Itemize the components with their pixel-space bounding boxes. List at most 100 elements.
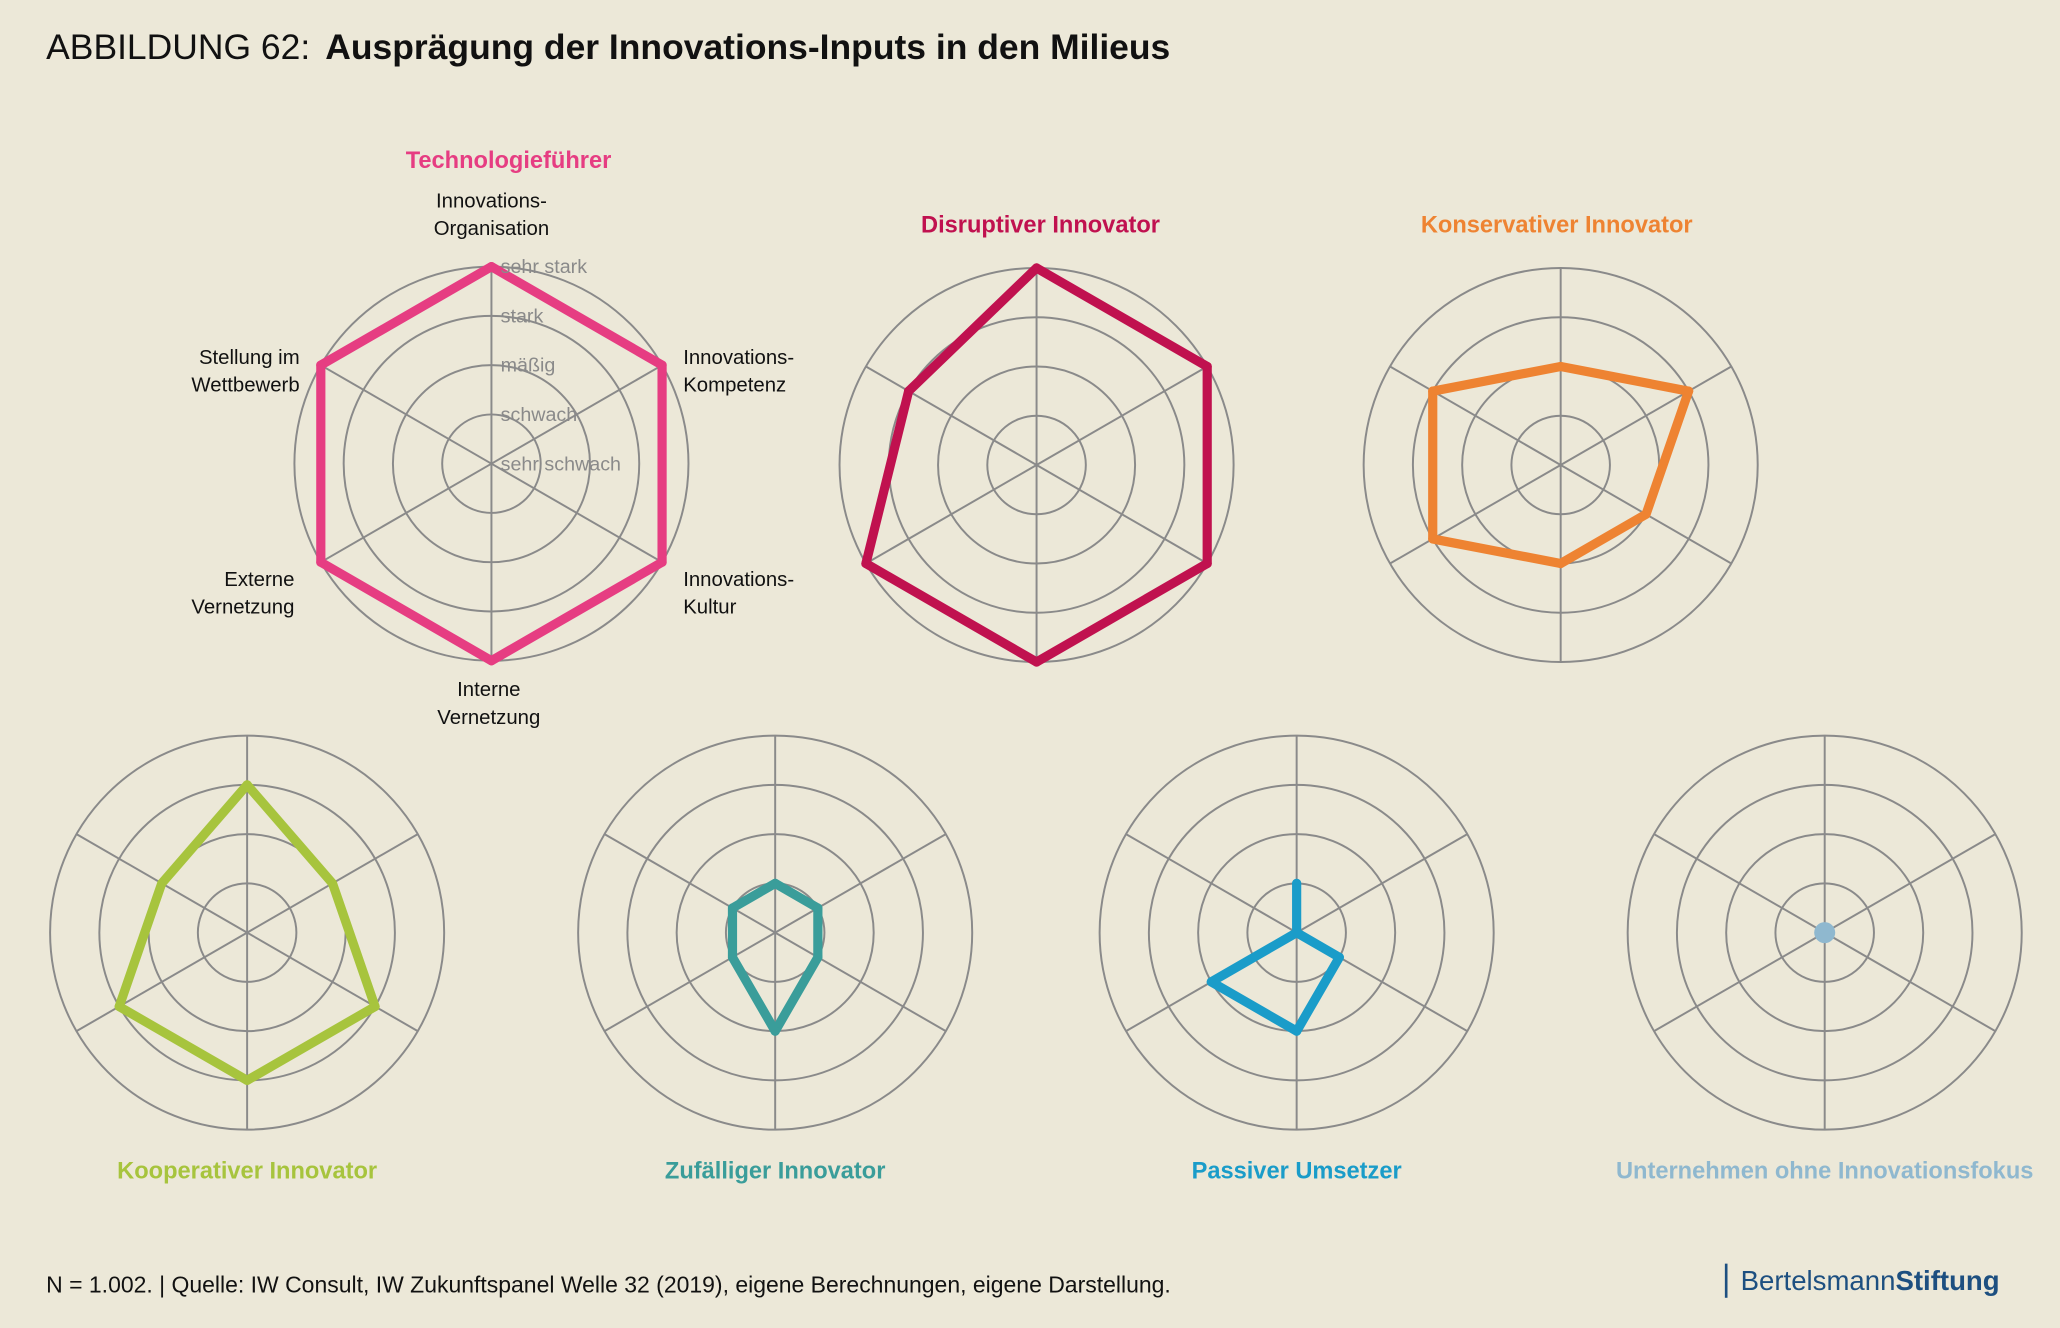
axis-spoke bbox=[1296, 833, 1468, 934]
axis-spoke bbox=[774, 931, 947, 1032]
axis-spoke bbox=[320, 462, 492, 564]
level-label: sehr schwach bbox=[501, 453, 621, 475]
axis-label: Organisation bbox=[434, 218, 549, 240]
data-point bbox=[486, 262, 497, 272]
axis-spoke bbox=[604, 931, 776, 1032]
logo-light-text: Bertelsmann bbox=[1741, 1265, 1896, 1296]
data-point bbox=[1334, 952, 1344, 962]
radar-chart-1: Technologieführer sehr schwach schwach mäßi… bbox=[191, 148, 794, 729]
chart-title: Konservativer Innovator bbox=[1421, 212, 1693, 238]
data-point bbox=[1206, 977, 1216, 987]
axis-spoke bbox=[1389, 365, 1562, 466]
data-point bbox=[1292, 878, 1302, 888]
data-point bbox=[727, 903, 738, 913]
axis-spoke bbox=[1653, 931, 1826, 1032]
level-label: schwach bbox=[501, 404, 578, 426]
axis-spoke bbox=[1824, 931, 1996, 1032]
data-point bbox=[114, 1001, 124, 1012]
axis-spoke bbox=[75, 931, 248, 1032]
radar-chart-3: Konservativer Innovator bbox=[1362, 212, 1759, 664]
data-point bbox=[1292, 928, 1302, 938]
axis-label: Vernetzung bbox=[437, 707, 540, 729]
axis-label: Wettbewerb bbox=[191, 374, 299, 396]
axis-spoke bbox=[490, 364, 663, 465]
axis-spoke bbox=[1389, 464, 1562, 565]
data-point bbox=[813, 952, 823, 962]
figure-heading: Ausprägung der Innovations-Inputs in den… bbox=[325, 27, 1170, 67]
data-point bbox=[1556, 558, 1566, 569]
data-point bbox=[242, 1075, 252, 1085]
axis-label: Innovations- bbox=[683, 569, 794, 591]
axis-label: Externe bbox=[224, 569, 294, 591]
data-point-center bbox=[1814, 922, 1836, 944]
data-point bbox=[1684, 386, 1694, 396]
axis-spoke bbox=[320, 364, 492, 465]
data-point bbox=[657, 557, 667, 567]
axis-spoke bbox=[604, 833, 776, 934]
axis-spoke bbox=[1036, 464, 1208, 565]
axis-spoke bbox=[1560, 365, 1732, 466]
data-point bbox=[903, 386, 914, 396]
data-point bbox=[1428, 386, 1438, 396]
data-point bbox=[1292, 1026, 1302, 1036]
axis-label: Vernetzung bbox=[191, 596, 294, 618]
axis-label: Innovations- bbox=[683, 347, 794, 369]
chart-title: Disruptiver Innovator bbox=[921, 212, 1160, 238]
data-point bbox=[486, 656, 497, 666]
data-point bbox=[813, 903, 823, 913]
data-point bbox=[770, 1026, 780, 1036]
axis-spoke bbox=[246, 931, 419, 1032]
data-point bbox=[1428, 534, 1438, 544]
radar-charts: Technologieführer sehr schwach schwach mäßi… bbox=[49, 148, 2033, 1184]
data-point bbox=[657, 360, 667, 370]
bertelsmann-logo: BertelsmannStiftung bbox=[1741, 1265, 2000, 1296]
data-point bbox=[770, 878, 780, 888]
axis-spoke bbox=[1125, 833, 1298, 934]
data-point bbox=[1202, 558, 1212, 569]
data-point bbox=[1031, 657, 1042, 667]
level-label: mäßig bbox=[501, 355, 556, 377]
radar-chart-2: Disruptiver Innovator bbox=[838, 212, 1235, 667]
figure-number: ABBILDUNG 62: bbox=[46, 27, 310, 67]
radar-chart-7: Unternehmen ohne Innovationsfokus bbox=[1616, 734, 2033, 1184]
data-point bbox=[1202, 361, 1212, 372]
chart-title: Unternehmen ohne Innovationsfokus bbox=[1616, 1158, 2033, 1184]
axis-spoke bbox=[865, 365, 1038, 466]
radar-chart-4: Kooperativer Innovator bbox=[49, 734, 446, 1184]
axis-label: Innovations- bbox=[436, 191, 547, 213]
data-point bbox=[327, 878, 338, 888]
data-point bbox=[370, 1001, 380, 1012]
axis-label: Interne bbox=[457, 679, 520, 701]
axis-spoke bbox=[1036, 365, 1208, 466]
data-point bbox=[316, 360, 326, 370]
data-point bbox=[861, 558, 871, 569]
data-point bbox=[1641, 509, 1651, 519]
level-label: stark bbox=[501, 305, 544, 327]
level-label: sehr stark bbox=[501, 256, 588, 278]
data-point bbox=[242, 780, 252, 790]
chart-title: Zufälliger Innovator bbox=[665, 1158, 886, 1184]
axis-spoke bbox=[865, 464, 1038, 565]
chart-title: Passiver Umsetzer bbox=[1192, 1158, 1402, 1184]
axis-spoke bbox=[1824, 833, 1996, 934]
axis-label: Stellung im bbox=[199, 347, 300, 369]
figure-title: ABBILDUNG 62: Ausprägung der Innovations… bbox=[46, 27, 1170, 67]
axis-spoke bbox=[490, 462, 663, 564]
axis-label: Kultur bbox=[683, 596, 736, 618]
axis-spoke bbox=[774, 833, 947, 934]
axis-label: Kompetenz bbox=[683, 374, 786, 396]
chart-title: Kooperativer Innovator bbox=[117, 1158, 377, 1184]
data-point bbox=[727, 952, 738, 962]
axis-spoke bbox=[1653, 833, 1826, 934]
logo-bold-text: Stiftung bbox=[1895, 1265, 1999, 1296]
chart-title: Technologieführer bbox=[406, 148, 612, 174]
data-point bbox=[1031, 263, 1042, 273]
data-point bbox=[157, 878, 167, 888]
data-polygon bbox=[1206, 878, 1344, 1036]
radar-chart-6: Passiver Umsetzer bbox=[1098, 734, 1495, 1184]
data-point bbox=[1556, 361, 1566, 372]
radar-chart-5: Zufälliger Innovator bbox=[577, 734, 974, 1184]
source-note: N = 1.002. | Quelle: IW Consult, IW Zuku… bbox=[46, 1272, 1171, 1298]
data-point bbox=[316, 557, 326, 567]
